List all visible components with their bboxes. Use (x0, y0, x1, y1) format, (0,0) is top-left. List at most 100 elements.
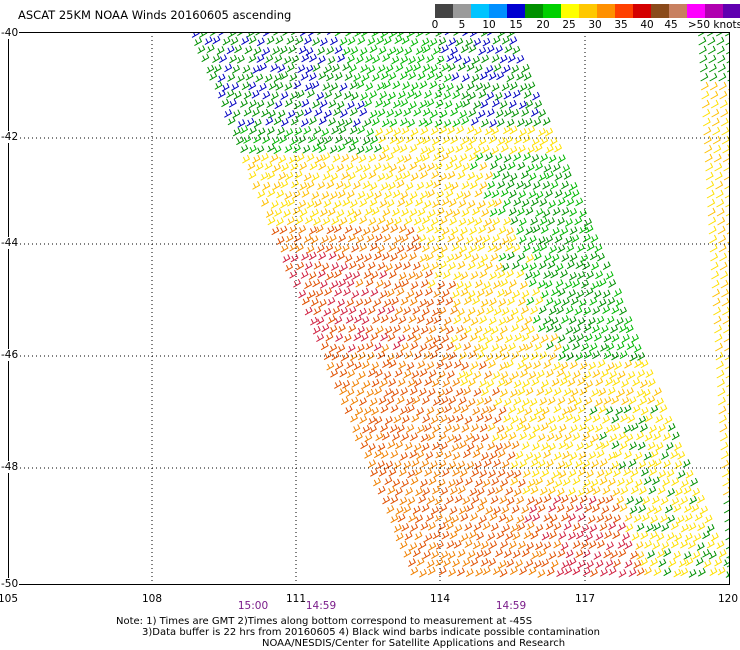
wind-barb (336, 100, 345, 110)
wind-barb (341, 171, 350, 180)
wind-barb (458, 396, 467, 406)
wind-barb (450, 306, 459, 315)
wind-barb (510, 307, 519, 317)
wind-barb (466, 503, 474, 513)
wind-barb (503, 441, 512, 450)
wind-barb (243, 135, 252, 144)
wind-barb (282, 254, 291, 263)
wind-barb (506, 296, 515, 306)
wind-barb (520, 323, 529, 333)
wind-barb (630, 468, 639, 478)
wind-barb (275, 82, 284, 91)
wind-barb (634, 451, 643, 461)
wind-barb (305, 64, 314, 74)
wind-barb (255, 162, 264, 172)
wind-barb (370, 135, 379, 145)
wind-barb (379, 378, 388, 388)
wind-barb (484, 152, 493, 162)
wind-barb (728, 430, 730, 433)
wind-barb (474, 64, 483, 74)
wind-barb (700, 505, 709, 515)
wind-barb (521, 505, 530, 514)
wind-barb (467, 378, 476, 387)
wind-barb (436, 146, 445, 155)
wind-barb (324, 64, 333, 74)
wind-barb (456, 567, 465, 577)
wind-barb (396, 395, 405, 405)
wind-barb (447, 415, 456, 424)
wind-barb (508, 540, 517, 550)
wind-barb (640, 467, 649, 477)
wind-barb (431, 261, 439, 271)
wind-barb (289, 269, 298, 279)
wind-barb (328, 251, 337, 261)
wind-barb (369, 44, 378, 54)
wind-barb (478, 90, 487, 99)
wind-barb (423, 423, 432, 432)
wind-barb (614, 361, 623, 371)
wind-barb (585, 469, 594, 479)
wind-barb (424, 269, 433, 279)
wind-barb (547, 416, 556, 425)
wind-barb (468, 350, 477, 359)
wind-barb (357, 36, 366, 45)
wind-barb (433, 179, 442, 189)
wind-barb (438, 459, 447, 469)
wind-barb (540, 225, 549, 234)
wind-barb (339, 368, 348, 378)
wind-barb (352, 180, 361, 190)
wind-barb (467, 171, 476, 181)
wind-barb (422, 135, 431, 145)
wind-barb (705, 162, 714, 172)
wind-barb (354, 432, 363, 442)
wind-barb (683, 504, 692, 513)
wind-barb (505, 423, 514, 433)
wind-barb (497, 468, 506, 478)
wind-barb (661, 523, 670, 532)
wind-barb (379, 199, 388, 208)
wind-barb (341, 153, 350, 163)
wind-barb (434, 118, 443, 128)
wind-barb (441, 468, 450, 477)
wind-barb (387, 332, 396, 342)
wind-barb (538, 548, 547, 558)
wind-barb (482, 37, 491, 47)
wind-barb (403, 107, 412, 117)
wind-barb (572, 522, 581, 532)
wind-barb (646, 523, 654, 533)
wind-barb (556, 487, 565, 497)
wind-barb (421, 243, 430, 253)
wind-barb (396, 179, 405, 189)
wind-barb (533, 560, 542, 569)
wind-barb (720, 108, 729, 118)
wind-barb (539, 216, 548, 226)
wind-barb (392, 189, 401, 199)
wind-barb (720, 450, 729, 460)
wind-barb (716, 198, 725, 208)
wind-barb (477, 200, 486, 209)
wind-barb (564, 566, 573, 575)
wind-barb (434, 270, 443, 279)
wind-barb (441, 226, 450, 236)
wind-barb (277, 109, 286, 119)
wind-barb (365, 341, 374, 350)
wind-barb (476, 503, 485, 513)
wind-barb (660, 514, 669, 523)
wind-barb (482, 234, 491, 244)
wind-barb (534, 143, 543, 153)
wind-barb (453, 434, 462, 443)
legend-color-swatch (471, 4, 489, 18)
wind-barb (303, 172, 312, 182)
wind-barb (587, 515, 596, 524)
wind-barb (411, 458, 420, 468)
wind-barb (622, 532, 630, 541)
wind-barb (289, 242, 298, 252)
wind-barb (348, 215, 357, 225)
lat-label: -50 (0, 578, 20, 590)
wind-barb (670, 450, 679, 459)
wind-barb (429, 350, 438, 360)
wind-barb (544, 386, 553, 396)
wind-barb (326, 46, 335, 55)
wind-barb (570, 388, 579, 397)
wind-barb (464, 539, 473, 549)
